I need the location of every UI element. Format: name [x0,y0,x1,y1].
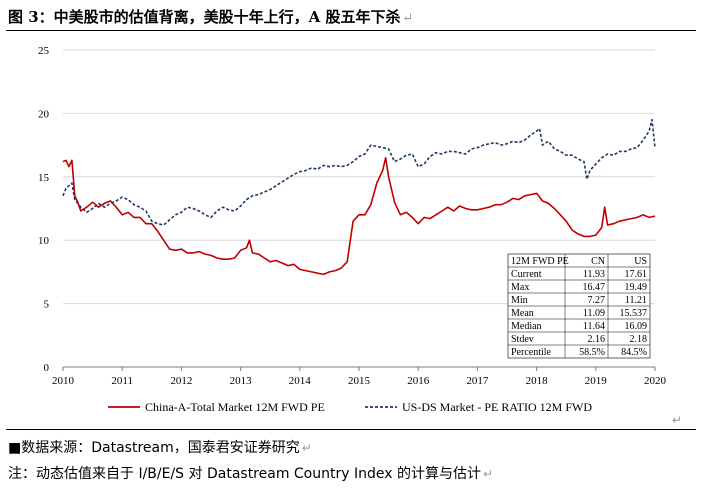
footnote-return-mark: ↵ [482,467,494,481]
stats-cell-label: Min [511,295,528,306]
bottom-rule [6,429,696,430]
figure-title-text: 图 3：中美股市的估值背离，美股十年上行，A 股五年下杀 [8,8,401,26]
x-tick-label: 2011 [111,375,133,387]
y-tick-label: 5 [44,299,50,311]
legend-label-us: US-DS Market - PE RATIO 12M FWD [402,400,592,414]
x-tick-label: 2018 [526,375,549,387]
x-tick-label: 2016 [407,375,430,387]
series-line-us [62,118,656,226]
stats-cell-label: Mean [511,308,534,319]
stats-cell-cn: 58.5% [579,347,605,358]
stats-cell-us: 16.09 [625,321,648,332]
stats-cell-cn: 16.47 [583,282,606,293]
stats-cell-us: 19.49 [625,282,648,293]
x-tick-label: 2012 [170,375,192,387]
axes: 0 5 10 15 20 25 2010 2011 2012 2013 2014 2015 2016 20… [38,45,667,387]
y-tick-label: 0 [44,362,50,374]
stats-cell-label: Max [511,282,529,293]
stats-cell-us: 84.5% [621,347,647,358]
pe-chart: 0 5 10 15 20 25 2010 2011 2012 2013 2014 2015 2016 20… [38,45,682,427]
stats-cell-us: US [634,256,647,267]
stats-cell-cn: 11.09 [583,308,605,319]
y-tick-label: 25 [38,45,50,57]
footnote-text: 注：动态估值来自于 I/B/E/S 对 Datastream Country I… [8,466,481,482]
y-tick-label: 15 [38,172,50,184]
stats-cell-label: 12M FWD PE [511,256,569,267]
x-tick-label: 2013 [230,375,253,387]
source-note: ■数据来源：Datastream，国泰君安证券研究 ↵ [8,437,312,457]
y-tick-label: 20 [38,108,50,120]
stats-cell-label: Median [511,321,542,332]
top-rule [6,30,696,31]
x-tick-label: 2020 [644,375,667,387]
figure-title: 图 3：中美股市的估值背离，美股十年上行，A 股五年下杀 ↵ [8,6,413,27]
stats-cell-cn: 11.64 [583,321,605,332]
stats-cell-cn: 2.16 [588,334,606,345]
stats-cell-label: Current [511,269,542,280]
footnote: 注：动态估值来自于 I/B/E/S 对 Datastream Country I… [8,463,493,483]
x-tick-label: 2015 [348,375,371,387]
stats-cell-us: 15.537 [620,308,648,319]
x-tick-label: 2017 [466,375,489,387]
stats-cell-us: 17.61 [625,269,648,280]
x-tick-label: 2010 [52,375,75,387]
stats-table: 12M FWD PE CN US Current 11.93 17.61 Max 16.47 1… [507,253,651,359]
legend: China-A-Total Market 12M FWD PE US-DS Mar… [108,400,682,427]
return-mark: ↵ [402,11,414,26]
stats-cell-cn: CN [591,256,605,267]
series-line-china [62,157,656,276]
stats-cell-us: 2.18 [630,334,648,345]
source-text: ■数据来源：Datastream，国泰君安证券研究 [8,440,300,456]
source-return-mark: ↵ [301,441,312,455]
stats-cell-label: Stdev [511,334,534,345]
stats-cell-cn: 11.93 [583,269,605,280]
legend-label-china: China-A-Total Market 12M FWD PE [145,400,325,414]
stats-cell-us: 11.21 [625,295,647,306]
x-tick-label: 2019 [585,375,608,387]
legend-return-mark: ↵ [672,413,682,427]
stats-cell-cn: 7.27 [588,295,606,306]
series-lines [62,118,656,276]
x-tick-label: 2014 [289,375,312,387]
y-tick-label: 10 [38,235,50,247]
stats-cell-label: Percentile [511,347,552,358]
